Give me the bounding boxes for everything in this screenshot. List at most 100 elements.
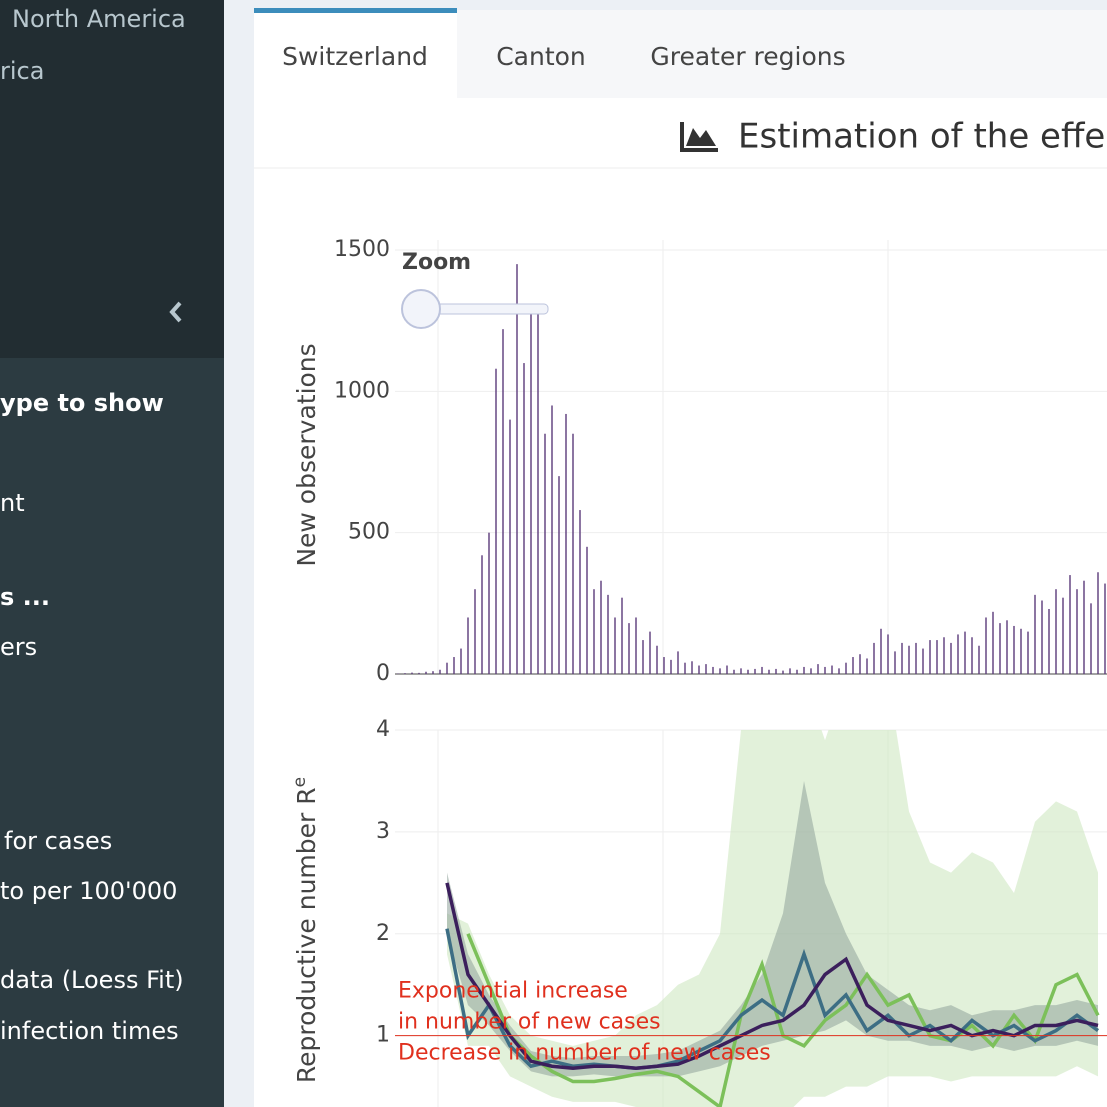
option[interactable]: infection times	[0, 1017, 179, 1045]
bar	[1013, 625, 1015, 674]
bar	[1027, 631, 1029, 674]
option[interactable]: nt	[0, 489, 25, 517]
y-axis-label-text: Reproductive number R	[292, 787, 321, 1083]
bar	[943, 637, 945, 674]
bar	[579, 510, 581, 674]
bar	[439, 669, 441, 674]
bar	[901, 642, 903, 674]
y-axis-label: Reproductive number Re	[290, 777, 321, 1083]
active-tab-indicator	[254, 8, 457, 13]
bar	[481, 555, 483, 674]
menu-item[interactable]: rica	[0, 57, 45, 85]
bar	[964, 631, 966, 674]
tab[interactable]: Canton	[496, 42, 586, 71]
bar	[502, 329, 504, 674]
bar	[663, 657, 665, 674]
y-tick-label: 3	[376, 819, 390, 844]
bar	[397, 673, 399, 674]
option[interactable]: for cases	[4, 827, 113, 855]
bar	[572, 433, 574, 674]
bar	[635, 617, 637, 674]
menu-item[interactable]: North America	[12, 5, 186, 33]
collapse-icon[interactable]	[166, 300, 186, 324]
bar	[404, 673, 406, 674]
option[interactable]: ers	[0, 633, 38, 661]
tab[interactable]: Greater regions	[650, 42, 845, 71]
bar	[754, 668, 756, 674]
bar	[866, 658, 868, 674]
y-tick-label: 4	[376, 717, 390, 742]
bar	[761, 666, 763, 674]
bar	[1076, 589, 1078, 674]
bar	[887, 634, 889, 674]
bar	[621, 597, 623, 674]
y-tick-label: 1	[376, 1023, 390, 1048]
sidebar-header	[0, 0, 224, 358]
bar	[971, 637, 973, 674]
bar	[1048, 608, 1050, 674]
bar	[1069, 575, 1071, 674]
bar	[824, 666, 826, 674]
bar	[915, 642, 917, 674]
bar	[1041, 600, 1043, 674]
bar	[418, 672, 420, 674]
bar	[411, 672, 413, 674]
bar	[999, 623, 1001, 674]
bar	[719, 668, 721, 674]
zoom-knob[interactable]	[401, 289, 441, 329]
bar	[831, 665, 833, 674]
bar	[817, 664, 819, 674]
bar	[873, 642, 875, 674]
bar	[803, 666, 805, 674]
bar	[544, 433, 546, 674]
bar	[698, 665, 700, 674]
bar	[558, 476, 560, 674]
y-axis-label: New observations	[292, 343, 321, 566]
bar	[614, 617, 616, 674]
bar	[1062, 597, 1064, 674]
bar	[894, 651, 896, 674]
bar	[838, 668, 840, 674]
option[interactable]: data (Loess Fit)	[0, 966, 184, 994]
bar	[978, 645, 980, 674]
bar	[1104, 583, 1106, 674]
bar	[922, 648, 924, 674]
option[interactable]: to per 100'000	[0, 877, 178, 905]
section-label: s ...	[0, 583, 50, 611]
bar	[607, 594, 609, 674]
box-title: Estimation of the effec	[738, 117, 1107, 157]
y-tick-label: 1000	[334, 378, 390, 403]
annotation: Decrease in number of new cases	[398, 1041, 771, 1066]
bar	[859, 654, 861, 674]
tab[interactable]: Switzerland	[282, 42, 428, 71]
y-tick-label: 2	[376, 921, 390, 946]
section-label: ype to show	[0, 389, 164, 417]
bar	[992, 611, 994, 674]
bar	[880, 628, 882, 674]
sidebar: North America rica ype to show nt s ... …	[0, 0, 224, 1107]
bar	[1055, 589, 1057, 674]
bar	[1083, 580, 1085, 674]
y-tick-label: 500	[348, 520, 390, 545]
chart-icon	[680, 122, 718, 152]
bar	[691, 661, 693, 674]
bar	[705, 664, 707, 674]
bar	[474, 589, 476, 674]
bar	[1034, 594, 1036, 674]
bar	[1006, 620, 1008, 674]
active-tab	[254, 10, 457, 98]
bar	[936, 640, 938, 674]
bar	[775, 668, 777, 674]
bar	[782, 670, 784, 674]
bar	[460, 648, 462, 674]
bar	[453, 657, 455, 674]
y-axis-label-sub: e	[290, 777, 310, 787]
series-line	[445, 882, 1099, 1071]
annotation: in number of new cases	[398, 1010, 661, 1035]
bar	[810, 668, 812, 674]
bar	[642, 640, 644, 674]
bar	[656, 645, 658, 674]
bar	[467, 617, 469, 674]
